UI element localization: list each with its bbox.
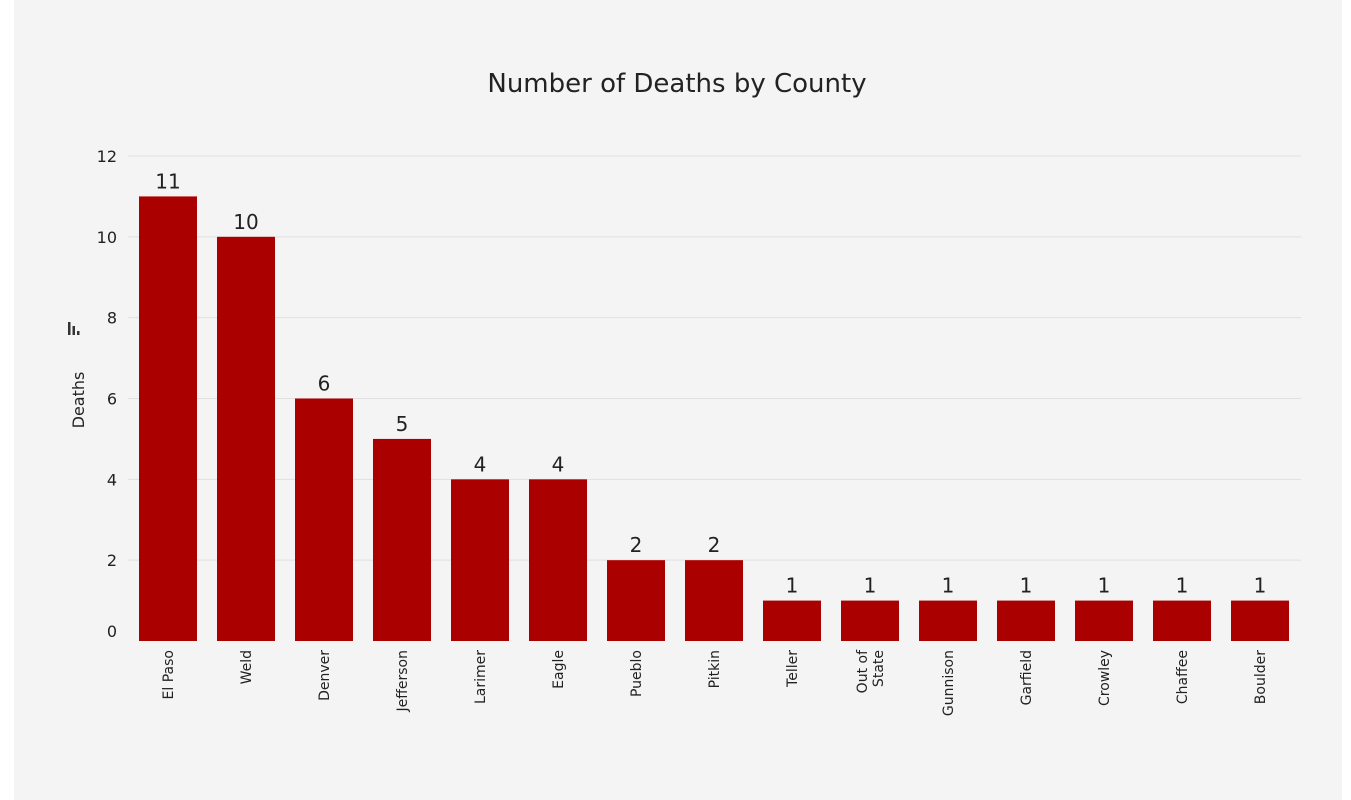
svg-text:Pueblo: Pueblo [629, 650, 645, 697]
svg-text:Jefferson: Jefferson [395, 650, 411, 713]
data-label: 4 [474, 452, 487, 476]
svg-text:Weld: Weld [239, 650, 255, 684]
svg-text:State: State [871, 650, 887, 687]
svg-text:Boulder: Boulder [1253, 650, 1269, 704]
y-tick-label: 4 [107, 470, 117, 489]
y-tick-label: 12 [97, 147, 117, 166]
bar[interactable] [1153, 600, 1211, 641]
y-tick-label: 8 [107, 309, 117, 328]
svg-text:Larimer: Larimer [473, 650, 489, 704]
svg-text:Teller: Teller [785, 650, 801, 688]
bar[interactable] [919, 600, 977, 641]
x-tick-label: Out of State [855, 649, 887, 693]
svg-text:El Paso: El Paso [161, 650, 177, 699]
bar[interactable] [1075, 600, 1133, 641]
y-axis-label: Deaths [69, 372, 88, 429]
x-tick-label: Teller [785, 650, 801, 688]
svg-text:Crowley: Crowley [1097, 650, 1113, 706]
data-label: 10 [233, 210, 258, 234]
bar[interactable] [373, 438, 431, 641]
data-label: 6 [318, 372, 331, 396]
svg-text:Chaffee: Chaffee [1175, 650, 1191, 704]
bar[interactable] [529, 479, 587, 641]
data-label: 1 [1098, 574, 1111, 598]
svg-text:Garfield: Garfield [1019, 650, 1035, 705]
data-label: 1 [1176, 574, 1189, 598]
svg-text:Gunnison: Gunnison [941, 650, 957, 716]
x-tick-label: Denver [317, 650, 333, 701]
x-tick-label: Weld [239, 650, 255, 684]
x-tick-label: Pueblo [629, 650, 645, 697]
data-label: 11 [155, 169, 180, 193]
bar[interactable] [763, 600, 821, 641]
chart-title: Number of Deaths by County [487, 69, 866, 99]
bar[interactable] [685, 560, 743, 641]
data-label: 1 [1254, 574, 1267, 598]
data-label: 2 [708, 533, 721, 557]
bar[interactable] [295, 398, 353, 642]
x-tick-label: El Paso [161, 650, 177, 699]
bar[interactable] [1231, 600, 1289, 641]
x-tick-label: Jefferson [395, 650, 411, 713]
x-tick-label: Crowley [1097, 650, 1113, 706]
x-tick-label: Garfield [1019, 650, 1035, 705]
svg-text:Denver: Denver [317, 650, 333, 701]
x-tick-label: Chaffee [1175, 650, 1191, 704]
y-tick-label: 6 [107, 390, 117, 409]
y-tick-label: 10 [97, 228, 117, 247]
x-tick-label: Pitkin [707, 650, 723, 688]
bar-chart-icon[interactable] [68, 322, 80, 335]
svg-text:Eagle: Eagle [551, 650, 567, 689]
y-tick-label: 0 [107, 622, 117, 641]
bar[interactable] [451, 479, 509, 641]
data-label: 2 [630, 533, 643, 557]
data-label: 4 [552, 452, 565, 476]
x-tick-label: Boulder [1253, 650, 1269, 704]
data-label: 1 [1020, 574, 1033, 598]
data-label: 5 [396, 412, 409, 436]
x-tick-label: Eagle [551, 650, 567, 689]
data-label: 1 [942, 574, 955, 598]
bar[interactable] [607, 560, 665, 641]
data-label: 1 [864, 574, 877, 598]
bar[interactable] [139, 196, 197, 641]
x-tick-label: Gunnison [941, 650, 957, 716]
data-label: 1 [786, 574, 799, 598]
bar[interactable] [997, 600, 1055, 641]
y-tick-label: 2 [107, 551, 117, 570]
bar[interactable] [217, 236, 275, 642]
bar[interactable] [841, 600, 899, 641]
x-tick-label: Larimer [473, 650, 489, 704]
svg-text:Pitkin: Pitkin [707, 650, 723, 688]
svg-text:Out of: Out of [855, 649, 871, 693]
